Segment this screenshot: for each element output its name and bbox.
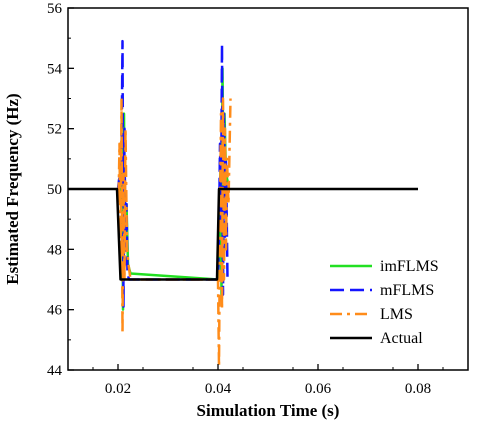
y-tick-label: 54 — [47, 61, 63, 77]
legend-label: LMS — [380, 306, 413, 323]
y-tick-label: 48 — [47, 242, 62, 258]
y-tick-label: 52 — [47, 122, 62, 138]
x-tick-label: 0.02 — [105, 381, 131, 397]
series-line-mflms — [116, 39, 229, 308]
y-axis-title: Estimated Frequency (Hz) — [3, 93, 22, 284]
y-tick-label: 56 — [47, 1, 63, 17]
y-tick-label: 44 — [47, 363, 63, 379]
series-layer — [68, 39, 418, 369]
legend-label: imFLMS — [380, 258, 439, 275]
axis-layer: 0.02 0.04 0.06 0.08 44 46 48 50 52 54 56 — [47, 1, 444, 397]
legend-label: mFLMS — [380, 282, 434, 299]
y-tick-label: 50 — [47, 182, 62, 198]
legend: imFLMS mFLMS LMS Actual — [330, 258, 439, 347]
series-line-imflms — [116, 67, 230, 311]
x-tick-label: 0.04 — [205, 381, 232, 397]
legend-label: Actual — [380, 330, 423, 347]
series-line-lms — [115, 97, 232, 369]
x-tick-label: 0.06 — [305, 381, 332, 397]
y-tick-label: 46 — [47, 303, 63, 319]
series-line-actual — [68, 187, 418, 281]
x-axis-title: Simulation Time (s) — [197, 401, 340, 420]
x-tick-label: 0.08 — [405, 381, 431, 397]
